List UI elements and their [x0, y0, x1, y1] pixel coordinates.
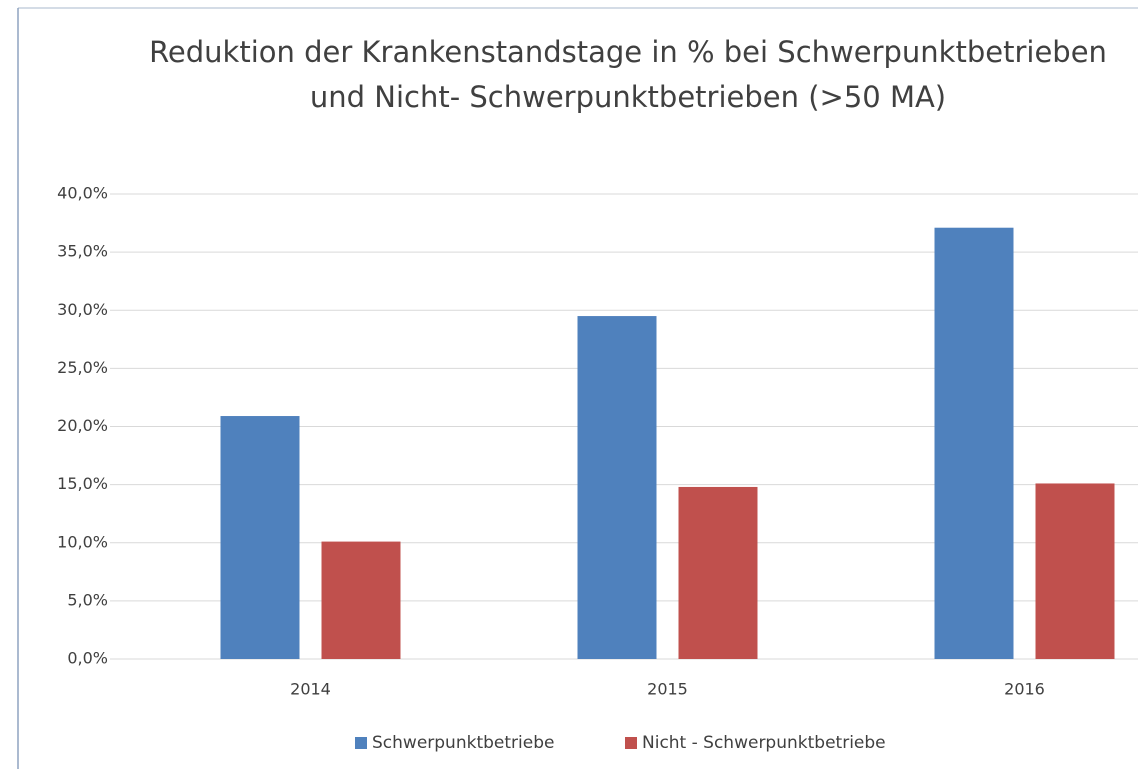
x-tick-label: 2016: [1004, 680, 1045, 699]
legend-swatch: [625, 737, 637, 749]
y-tick-label: 5,0%: [67, 590, 108, 609]
legend-swatch: [355, 737, 367, 749]
y-tick-label: 15,0%: [57, 474, 108, 493]
legend-label: Schwerpunktbetriebe: [372, 733, 554, 753]
y-tick-label: 0,0%: [67, 649, 108, 668]
y-tick-label: 35,0%: [57, 242, 108, 261]
bar: [321, 541, 401, 659]
y-tick-label: 10,0%: [57, 532, 108, 551]
y-tick-label: 40,0%: [57, 184, 108, 203]
bar: [1035, 483, 1115, 659]
bar: [220, 416, 300, 659]
bar: [934, 227, 1014, 659]
y-tick-label: 20,0%: [57, 416, 108, 435]
y-tick-label: 30,0%: [57, 300, 108, 319]
x-tick-label: 2015: [647, 680, 688, 699]
chart-title: Reduktion der Krankenstandstage in % bei…: [149, 35, 1107, 69]
x-tick-label: 2014: [290, 680, 331, 699]
y-tick-label: 25,0%: [57, 358, 108, 377]
legend-label: Nicht - Schwerpunktbetriebe: [642, 733, 886, 753]
chart-title: und Nicht- Schwerpunktbetrieben (>50 MA): [310, 80, 946, 114]
bar: [678, 486, 758, 659]
bar: [577, 316, 657, 659]
